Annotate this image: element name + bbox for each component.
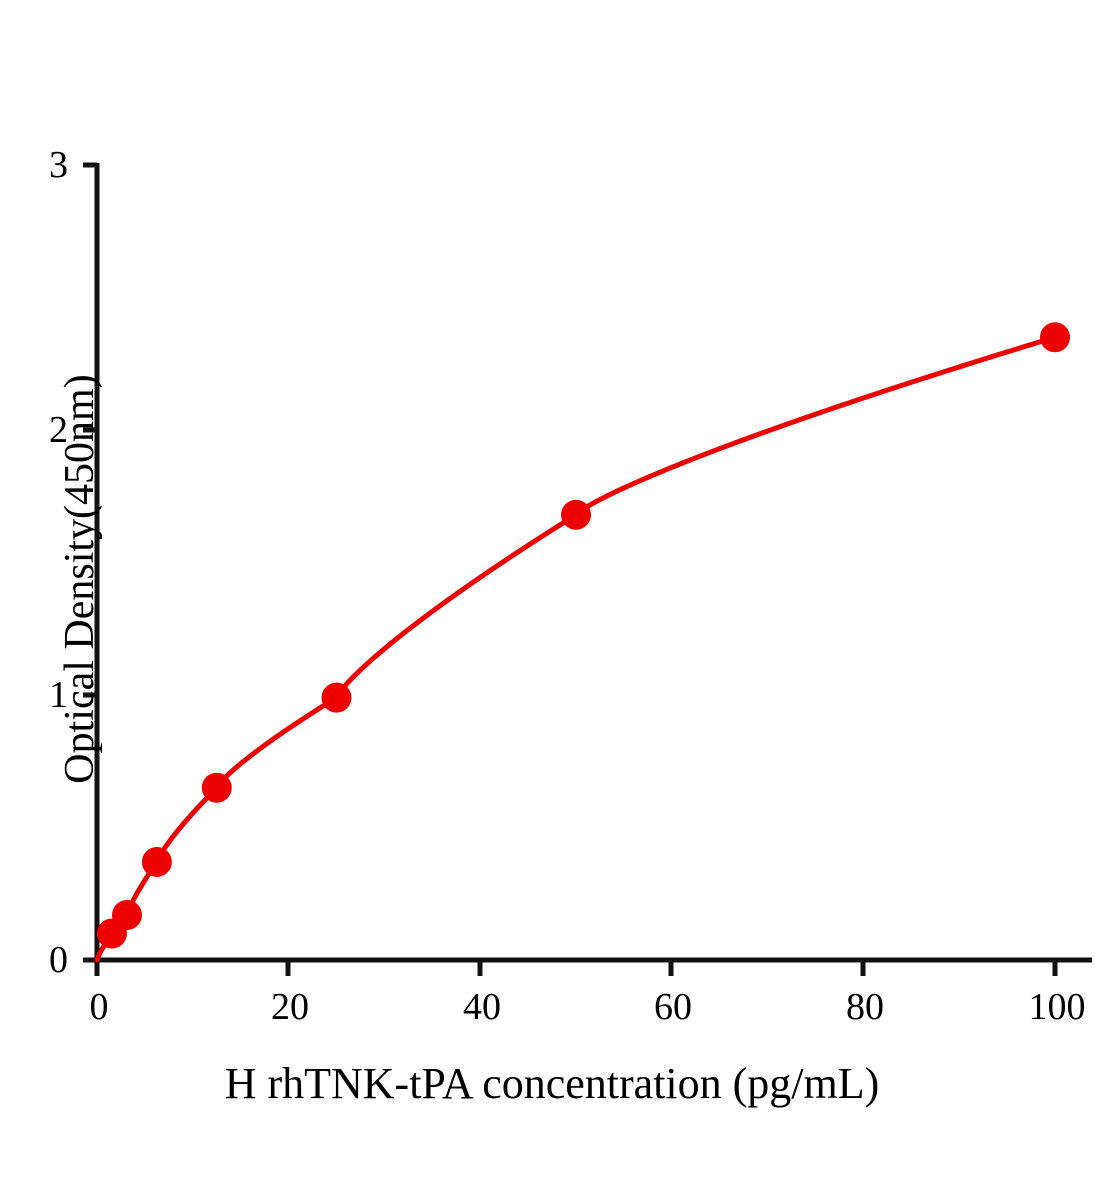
y-axis-title: Optical Density(450nm) [57,374,103,784]
data-point [111,899,142,930]
x-tick-label-60: 60 [654,986,692,1028]
data-point [201,772,232,803]
x-tick-label-80: 80 [846,986,884,1028]
y-tick-label-3: 3 [49,144,68,186]
x-ticks-group [94,960,1058,976]
y-ticks-group [83,162,97,963]
x-axis-title: H rhTNK-tPA concentration (pg/mL) [224,1059,880,1108]
x-tick-label-0: 0 [89,986,109,1028]
data-point [1040,322,1070,353]
standard-curve-line [94,334,1058,963]
data-point [321,682,352,713]
data-points-group [96,322,1070,949]
data-point [141,846,172,877]
y-tick-label-0: 0 [49,939,68,981]
axes-group [94,163,1092,963]
x-tick-label-100: 100 [1028,986,1086,1028]
x-tick-label-20: 20 [271,986,309,1028]
data-point [561,499,591,530]
y-tick-label-1: 1 [49,674,68,716]
y-tick-label-2: 2 [49,409,68,451]
x-tick-label-40: 40 [463,986,501,1028]
